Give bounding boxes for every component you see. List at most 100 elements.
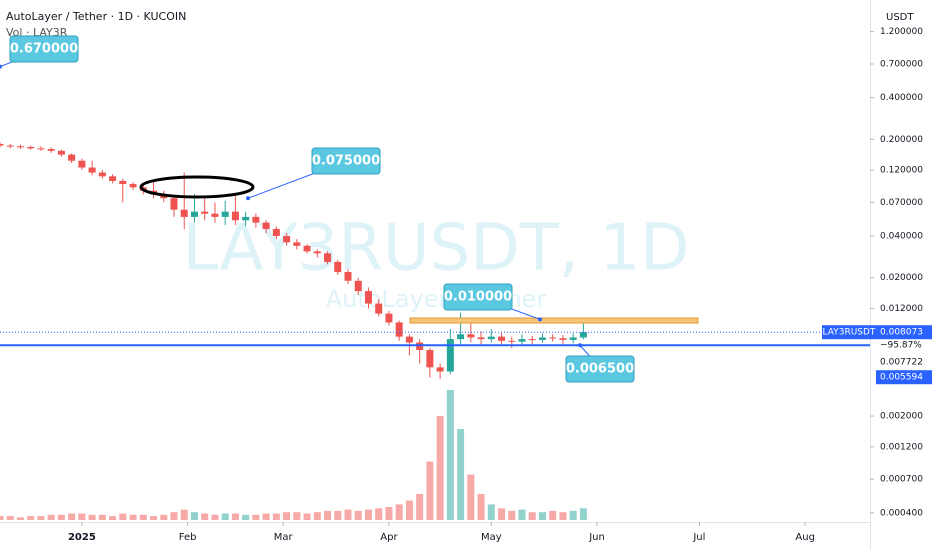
volume-bar bbox=[16, 517, 24, 520]
callout-box bbox=[311, 147, 381, 175]
candle-body bbox=[47, 149, 55, 151]
volume-bar bbox=[334, 510, 342, 520]
volume-bar bbox=[467, 474, 475, 520]
price-tag: 0.005594 bbox=[880, 373, 923, 383]
candle-body bbox=[180, 209, 188, 217]
candle-body bbox=[508, 340, 516, 342]
candle-body bbox=[518, 339, 526, 342]
candle-body bbox=[498, 336, 506, 341]
y-tick-label: 0.200000 bbox=[880, 135, 923, 145]
candle-body bbox=[334, 261, 342, 272]
volume-bar bbox=[354, 510, 362, 520]
volume-bar bbox=[150, 516, 158, 520]
candle-body bbox=[190, 211, 198, 217]
volume-bar bbox=[293, 512, 301, 520]
callout-label: 0.006500 bbox=[566, 362, 634, 377]
volume-bar bbox=[57, 514, 65, 520]
volume-bar bbox=[252, 514, 260, 520]
callout-box bbox=[565, 355, 635, 383]
x-tick-label: May bbox=[481, 532, 502, 543]
volume-bar bbox=[0, 516, 4, 520]
x-tick-label: 2025 bbox=[68, 532, 96, 543]
y-tick-label: 0.012000 bbox=[880, 304, 923, 314]
candle-body bbox=[170, 198, 178, 210]
volume-bar bbox=[303, 513, 311, 520]
candle-body bbox=[78, 160, 86, 168]
y-tick-label: 0.120000 bbox=[880, 165, 923, 175]
candle-body bbox=[324, 253, 332, 262]
price-tag-bg bbox=[876, 325, 932, 340]
candle-body bbox=[467, 334, 475, 338]
volume-bar bbox=[272, 513, 280, 520]
volume-bar bbox=[109, 516, 117, 520]
volume-bar bbox=[242, 514, 250, 520]
volume-bar bbox=[139, 514, 147, 520]
y-tick-label: 0.400000 bbox=[880, 93, 923, 103]
x-tick-label: Jun bbox=[588, 532, 605, 543]
volume-bar bbox=[221, 513, 229, 520]
watermark: LAY3RUSDT, 1D bbox=[183, 212, 690, 286]
volume-bar bbox=[344, 509, 352, 520]
candle-body bbox=[405, 336, 413, 343]
volume-bar bbox=[119, 513, 127, 520]
volume-bar bbox=[569, 510, 577, 520]
volume-bar bbox=[211, 514, 219, 520]
volume-bar bbox=[477, 494, 485, 520]
candle-body bbox=[0, 143, 4, 146]
volume-bar bbox=[98, 514, 106, 520]
volume-bar bbox=[385, 507, 393, 520]
volume-bar bbox=[180, 509, 188, 520]
candle-body bbox=[109, 176, 117, 181]
volume-bar bbox=[538, 512, 546, 520]
volume-bar bbox=[37, 516, 45, 520]
x-tick-label: Mar bbox=[274, 532, 294, 543]
volume-bar bbox=[528, 512, 536, 520]
volume-bar bbox=[129, 514, 137, 520]
candle-body bbox=[477, 337, 485, 340]
volume-bar bbox=[6, 516, 14, 520]
y-tick-label: 0.040000 bbox=[880, 232, 923, 242]
volume-bar bbox=[190, 512, 198, 520]
volume-bar bbox=[375, 508, 383, 520]
candle-body bbox=[487, 336, 495, 340]
x-tick-label: Feb bbox=[179, 532, 197, 543]
price-tag-name: LAY3RUSDT bbox=[823, 328, 876, 338]
y-axis-label: USDT bbox=[886, 12, 914, 23]
candle-body bbox=[375, 303, 383, 314]
y-tick-label: 0.002000 bbox=[880, 412, 923, 422]
drawing-zone bbox=[409, 317, 699, 324]
callout-label: 0.010000 bbox=[444, 290, 512, 305]
volume-bar bbox=[170, 512, 178, 520]
candle-body bbox=[283, 236, 291, 243]
candle-body bbox=[211, 213, 219, 217]
candle-body bbox=[293, 242, 301, 246]
price-tag-name-bg bbox=[822, 325, 876, 340]
candle-body bbox=[313, 251, 321, 254]
price-tag: 0.007722 bbox=[880, 358, 923, 368]
volume-bar bbox=[508, 510, 516, 520]
volume-bar bbox=[518, 509, 526, 520]
candle-body bbox=[231, 211, 239, 221]
volume-bar bbox=[68, 513, 76, 520]
volume-bar bbox=[549, 510, 557, 520]
candle-body bbox=[528, 339, 536, 341]
y-tick-label: 0.001200 bbox=[880, 442, 923, 452]
candle-body bbox=[57, 150, 65, 155]
x-tick-label: Apr bbox=[380, 532, 398, 543]
candle-body bbox=[579, 332, 587, 338]
callout-box bbox=[9, 35, 79, 63]
volume-bar bbox=[47, 514, 55, 520]
candle-body bbox=[549, 337, 557, 339]
price-tag-bg bbox=[876, 370, 932, 385]
x-tick-label: Aug bbox=[795, 532, 815, 543]
candle-body bbox=[569, 337, 577, 340]
volume-bar bbox=[579, 508, 587, 520]
volume-bar bbox=[283, 512, 291, 520]
candle-body bbox=[272, 228, 280, 237]
callout-anchor bbox=[578, 343, 582, 348]
volume-bar bbox=[324, 510, 332, 520]
volume-bar bbox=[201, 513, 209, 520]
y-tick-label: 1.200000 bbox=[880, 27, 923, 37]
